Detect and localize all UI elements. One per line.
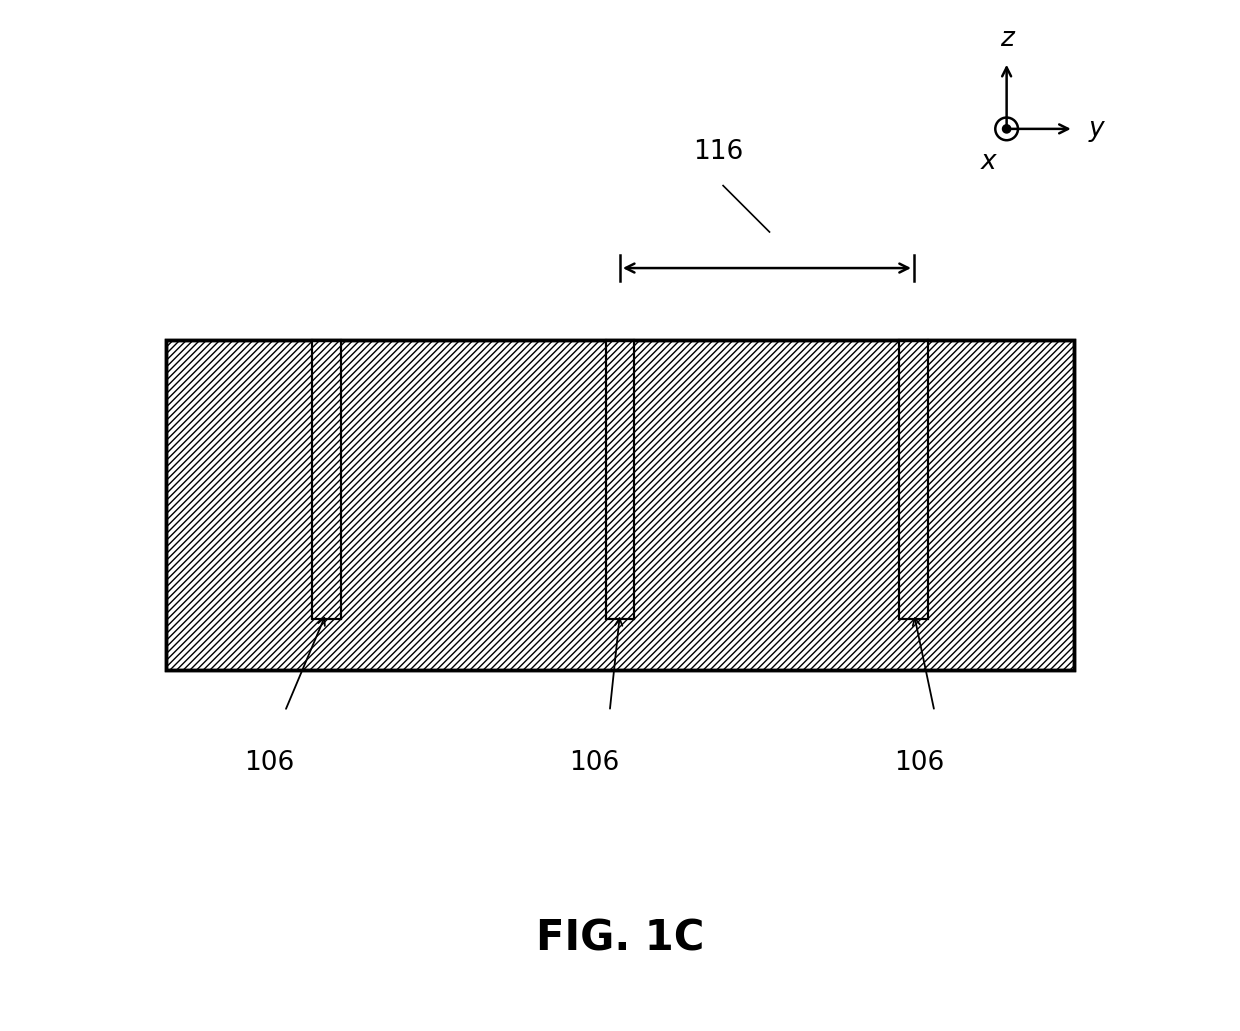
- Bar: [166, 340, 1074, 670]
- Text: 106: 106: [569, 750, 619, 776]
- Text: 106: 106: [894, 750, 944, 776]
- Bar: [311, 340, 341, 619]
- Text: 106: 106: [244, 750, 295, 776]
- Bar: [166, 340, 1074, 670]
- Circle shape: [1002, 125, 1011, 133]
- Text: y: y: [1089, 115, 1104, 142]
- Bar: [605, 340, 635, 619]
- Text: 116: 116: [693, 139, 743, 165]
- Text: x: x: [981, 148, 996, 175]
- Text: z: z: [999, 26, 1013, 53]
- Bar: [899, 340, 929, 619]
- Text: FIG. 1C: FIG. 1C: [536, 918, 704, 959]
